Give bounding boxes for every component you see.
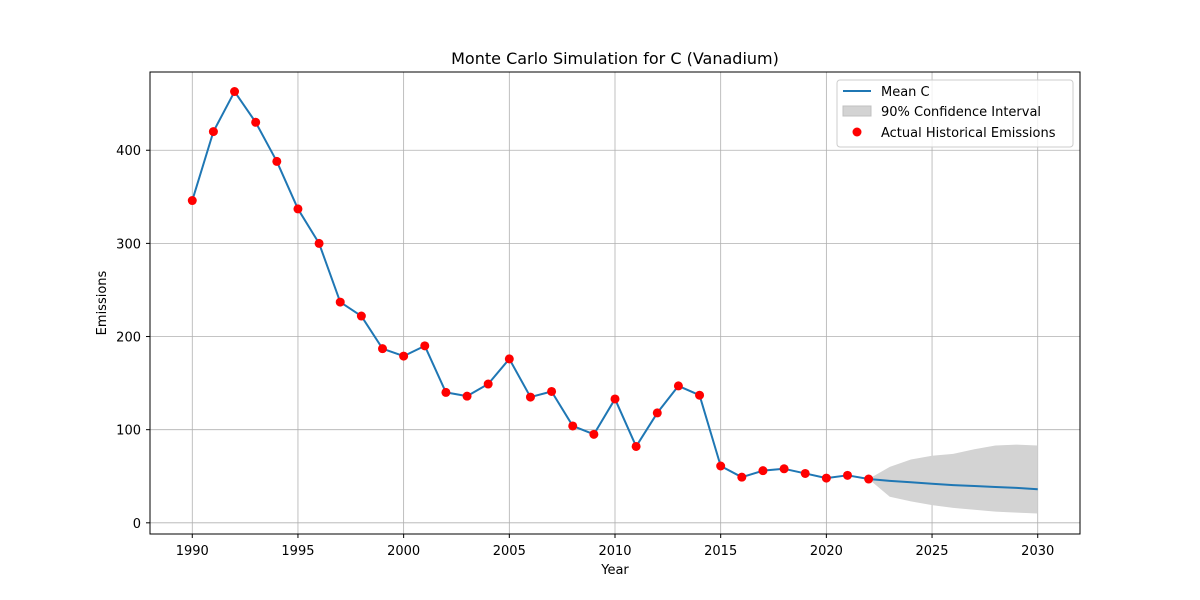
actual-series — [187, 87, 874, 484]
actual-point — [589, 429, 599, 439]
y-axis-ticks: 0 100 200 300 400 — [116, 144, 150, 532]
chart-title: Monte Carlo Simulation for C (Vanadium) — [451, 49, 779, 68]
actual-point — [208, 127, 218, 137]
actual-point — [695, 390, 705, 400]
actual-point — [504, 354, 514, 364]
actual-point — [547, 386, 557, 396]
actual-point — [716, 461, 726, 471]
confidence-interval-band — [868, 444, 1038, 514]
confidence-band — [868, 444, 1038, 514]
legend-ci-swatch — [842, 105, 872, 117]
grid — [150, 72, 1080, 534]
legend-mean-label: Mean C — [881, 85, 930, 100]
y-tick-label: 0 — [133, 517, 141, 532]
x-tick-label: 1990 — [176, 544, 209, 559]
y-tick-label: 300 — [116, 237, 141, 252]
legend-actual-swatch — [852, 127, 862, 137]
actual-point — [420, 341, 430, 351]
actual-point — [399, 351, 409, 361]
actual-point — [378, 344, 387, 354]
x-tick-label: 2030 — [1021, 544, 1054, 559]
actual-point — [293, 204, 303, 214]
y-tick-label: 400 — [116, 144, 141, 159]
actual-point — [525, 392, 535, 402]
y-tick-label: 200 — [116, 331, 141, 346]
actual-point — [843, 470, 852, 480]
actual-point — [568, 421, 578, 431]
x-tick-label: 2005 — [493, 544, 526, 559]
x-tick-label: 2020 — [810, 544, 843, 559]
legend: Mean C 90% Confidence Interval Actual Hi… — [836, 79, 1074, 148]
actual-point — [356, 311, 366, 321]
actual-point — [314, 238, 324, 248]
actual-point — [610, 394, 620, 404]
x-axis-label: Year — [600, 563, 629, 578]
y-tick-label: 100 — [116, 424, 141, 439]
x-tick-label: 2015 — [704, 544, 737, 559]
actual-point — [483, 379, 493, 389]
actual-point — [652, 408, 662, 418]
actual-point — [272, 156, 282, 166]
actual-point — [230, 87, 240, 97]
legend-box — [836, 79, 1074, 148]
x-axis-ticks: 1990 1995 2000 2005 2010 2015 2020 2025 2030 — [176, 534, 1054, 559]
x-tick-label: 2025 — [915, 544, 948, 559]
legend-actual-label: Actual Historical Emissions — [881, 126, 1056, 141]
actual-point — [462, 391, 472, 401]
actual-point — [864, 474, 874, 484]
actual-point — [737, 472, 747, 482]
y-axis-label: Emissions — [95, 270, 110, 335]
actual-point — [758, 466, 768, 476]
actual-point — [631, 441, 641, 451]
actual-point — [187, 196, 197, 206]
legend-ci-label: 90% Confidence Interval — [881, 105, 1041, 120]
actual-point — [673, 381, 683, 391]
actual-point — [441, 387, 451, 397]
actual-point — [335, 297, 345, 307]
actual-point — [779, 464, 789, 474]
x-tick-label: 2000 — [387, 544, 420, 559]
actual-point — [800, 468, 810, 478]
actual-point — [821, 473, 831, 483]
x-tick-label: 2010 — [598, 544, 631, 559]
actual-point — [251, 117, 261, 127]
x-tick-label: 1995 — [281, 544, 314, 559]
